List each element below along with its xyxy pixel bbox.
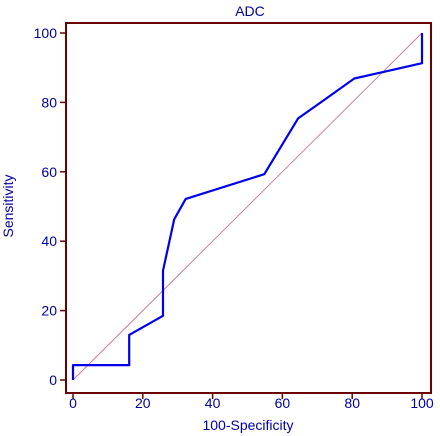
x-axis: 0 20 40 60 80 100 [69,393,434,411]
y-tick-label: 0 [49,372,57,388]
y-tick-label: 60 [41,164,57,180]
x-axis-title: 100-Specificity [202,417,293,433]
x-tick-label: 20 [135,395,151,411]
chart-title: ADC [235,3,265,19]
y-tick-label: 20 [41,303,57,319]
y-axis-title: Sensitivity [0,174,16,237]
y-axis: 0 20 40 60 80 100 [34,25,66,388]
y-tick-label: 100 [34,25,58,41]
x-tick-label: 80 [344,395,360,411]
plot-frame [65,22,432,394]
plot-marks [71,32,424,381]
x-tick-label: 40 [205,395,221,411]
x-tick-label: 60 [275,395,291,411]
roc-curve [71,33,424,380]
y-tick-label: 80 [41,94,57,110]
x-tick-label: 100 [410,395,434,411]
x-tick-label: 0 [69,395,77,411]
reference-line [72,32,423,381]
y-tick-label: 40 [41,233,57,249]
